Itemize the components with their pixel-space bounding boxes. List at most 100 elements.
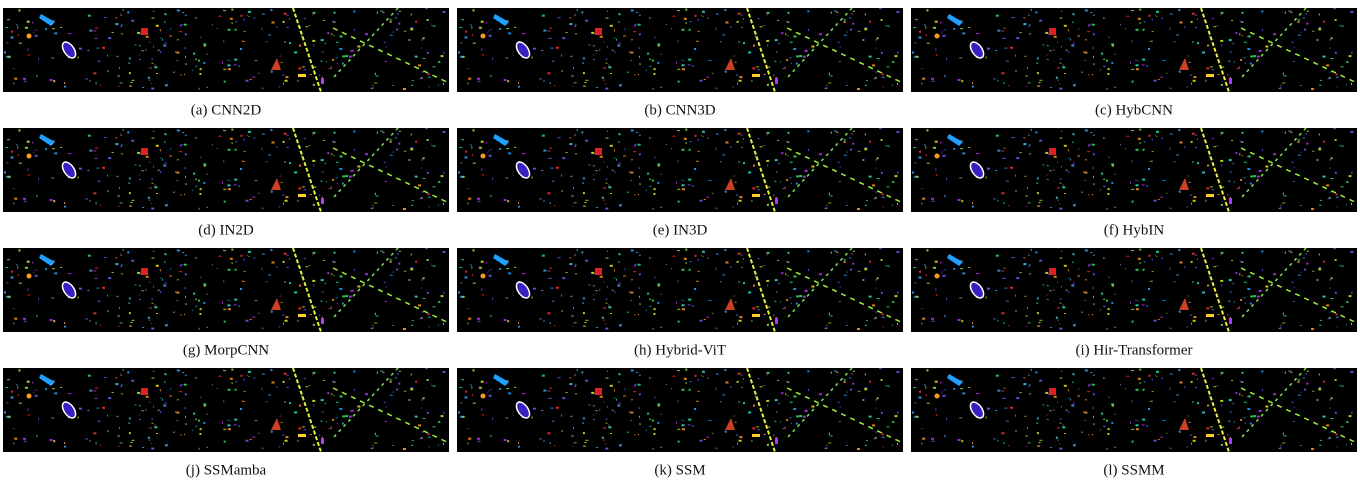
map-pixel [997, 390, 1000, 392]
map-pixel [677, 130, 680, 131]
map-pixel [325, 283, 326, 285]
map-pixel [1333, 8, 1336, 9]
map-pixel [786, 261, 789, 262]
map-pixel [428, 313, 430, 315]
map-pixel [123, 129, 124, 131]
map-pixel [1292, 402, 1294, 403]
map-pixel [151, 323, 152, 324]
map-pixel [734, 176, 735, 177]
map-pixel [155, 425, 156, 426]
map-pixel [892, 421, 894, 423]
map-pixel [1143, 389, 1145, 391]
map-pixel [976, 33, 979, 34]
map-pixel [1205, 320, 1206, 322]
map-pixel [376, 435, 379, 436]
map-pixel [200, 157, 201, 158]
map-pixel [242, 401, 245, 402]
map-object [595, 388, 602, 395]
map-pixel [558, 257, 561, 258]
map-pixel [877, 397, 879, 399]
map-pixel [1218, 194, 1220, 195]
map-pixel [152, 378, 155, 379]
map-pixel [661, 294, 662, 295]
map-pixel [262, 254, 265, 255]
map-pixel [1336, 313, 1338, 315]
map-pixel [1187, 447, 1188, 448]
map-pixel [709, 180, 712, 181]
map-pixel [1257, 416, 1260, 418]
map-pixel [741, 255, 743, 256]
map-pixel [79, 48, 82, 50]
map-pixel [653, 313, 655, 315]
map-pixel [619, 373, 621, 375]
map-pixel [649, 419, 651, 420]
map-pixel [1003, 398, 1006, 399]
map-pixel [1015, 311, 1017, 312]
map-pixel [583, 432, 585, 434]
map-pixel [153, 46, 154, 47]
map-pixel [844, 155, 847, 156]
map-pixel [695, 135, 697, 137]
map-pixel [313, 405, 314, 407]
map-pixel [575, 33, 577, 34]
map-pixel [199, 208, 200, 210]
map-pixel [882, 317, 885, 318]
map-pixel [585, 440, 588, 441]
map-pixel [850, 389, 852, 391]
map-pixel [420, 78, 423, 79]
map-pixel [1211, 429, 1214, 430]
map-pixel [1053, 289, 1054, 291]
map-pixel [120, 266, 122, 267]
map-pixel [428, 73, 430, 75]
map-pixel [486, 382, 487, 384]
map-pixel [1149, 375, 1151, 377]
map-pixel [305, 266, 308, 267]
map-pixel [203, 182, 205, 184]
map-pixel [248, 371, 251, 373]
map-pixel [285, 200, 288, 202]
map-pixel [1012, 17, 1015, 18]
map-pixel [783, 428, 786, 429]
map-pixel [250, 199, 252, 200]
map-pixel [1138, 258, 1141, 260]
map-pixel [116, 296, 118, 297]
map-pixel [569, 137, 571, 138]
map-pixel [887, 146, 890, 147]
map-pixel [1326, 304, 1329, 306]
map-pixel [695, 15, 697, 17]
map-pixel [887, 66, 890, 67]
map-pixel [403, 208, 406, 210]
map-pixel [1180, 382, 1183, 384]
map-object [321, 198, 324, 204]
map-pixel [606, 183, 608, 184]
map-pixel [1160, 437, 1163, 438]
map-pixel [607, 131, 608, 132]
map-pixel [1138, 138, 1141, 140]
map-pixel [336, 402, 339, 403]
map-pixel [1092, 264, 1095, 266]
map-pixel [631, 399, 633, 400]
map-pixel [13, 82, 14, 84]
map-pixel [489, 275, 492, 277]
map-pixel [1138, 18, 1141, 20]
map-pixel [121, 393, 123, 394]
map-pixel [846, 205, 848, 206]
map-pixel [840, 287, 841, 288]
map-pixel [549, 268, 552, 269]
map-pixel [129, 312, 131, 314]
map-pixel [779, 163, 780, 165]
map-pixel [1136, 424, 1139, 426]
map-pixel [18, 394, 19, 396]
map-pixel [616, 39, 617, 41]
map-pixel [1066, 410, 1068, 411]
map-pixel [688, 419, 691, 421]
map-pixel [661, 54, 662, 55]
map-pixel [554, 325, 555, 326]
map-pixel [231, 129, 233, 131]
map-pixel [716, 448, 718, 449]
map-pixel [942, 30, 943, 31]
map-pixel [654, 277, 655, 278]
map-pixel [165, 204, 168, 206]
map-pixel [90, 200, 91, 202]
map-pixel [1294, 47, 1295, 48]
